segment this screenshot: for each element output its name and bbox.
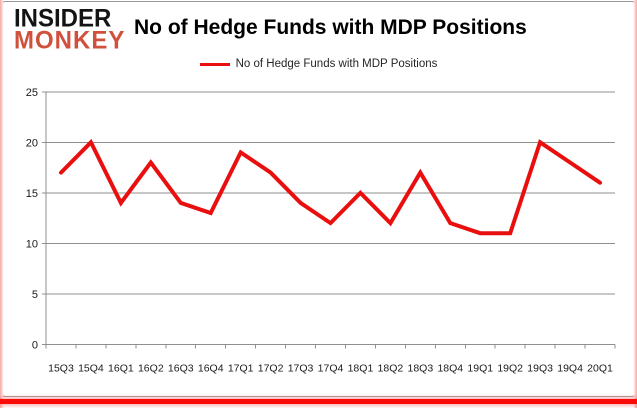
gridlines <box>45 91 615 345</box>
y-tick-label: 20 <box>26 137 38 149</box>
chart-title: No of Hedge Funds with MDP Positions <box>134 16 527 39</box>
x-tick-label: 18Q2 <box>378 363 404 375</box>
y-tick-label: 5 <box>32 289 38 301</box>
legend-line-icon <box>199 62 230 66</box>
x-tick-label: 15Q3 <box>48 363 74 375</box>
x-tick-label: 18Q3 <box>407 363 433 375</box>
insider-monkey-logo: INSIDER MONKEY <box>14 4 126 56</box>
x-tick-label: 15Q4 <box>78 363 104 375</box>
x-tick-label: 19Q1 <box>467 363 493 375</box>
axis-ticks <box>42 91 616 349</box>
x-tick-label: 16Q1 <box>108 363 134 375</box>
x-tick-label: 18Q4 <box>437 363 463 375</box>
x-axis-labels: 15Q3 15Q4 16Q1 16Q2 16Q3 16Q4 17Q1 17Q2 17Q3 17Q4… <box>48 363 613 375</box>
x-tick-label: 17Q2 <box>258 363 284 375</box>
series-line <box>59 138 602 236</box>
x-tick-label: 19Q2 <box>497 363 523 375</box>
x-tick-label: 17Q3 <box>288 363 314 375</box>
chart-frame <box>1 1 636 397</box>
y-tick-label: 0 <box>32 339 38 351</box>
bottom-red-bar <box>0 399 637 404</box>
y-axis-labels: 0 5 10 15 20 25 <box>26 87 38 351</box>
x-tick-label: 18Q1 <box>348 363 374 375</box>
logo-line-insider: INSIDER <box>14 4 112 33</box>
x-tick-label: 16Q2 <box>138 363 164 375</box>
x-tick-label: 20Q1 <box>587 363 613 375</box>
left-pink-border <box>0 0 3 408</box>
legend-label: No of Hedge Funds with MDP Positions <box>235 58 438 70</box>
y-tick-label: 10 <box>26 238 38 250</box>
y-tick-label: 15 <box>26 188 38 200</box>
logo-line-monkey: MONKEY <box>14 26 126 56</box>
y-tick-label: 25 <box>26 87 38 99</box>
x-tick-label: 17Q1 <box>228 363 254 375</box>
legend: No of Hedge Funds with MDP Positions <box>0 58 637 70</box>
x-tick-label: 16Q4 <box>198 363 224 375</box>
x-tick-label: 19Q4 <box>557 363 583 375</box>
x-tick-label: 16Q3 <box>168 363 194 375</box>
x-tick-label: 19Q3 <box>527 363 553 375</box>
x-tick-label: 17Q4 <box>318 363 344 375</box>
right-pink-border <box>634 0 637 408</box>
